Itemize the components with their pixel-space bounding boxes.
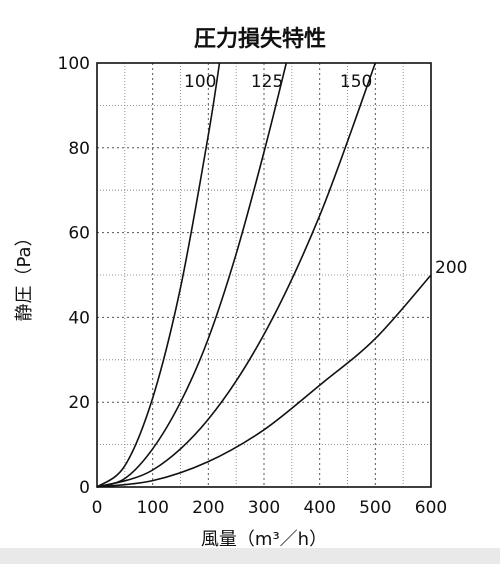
x-tick-label: 200 bbox=[192, 498, 224, 518]
x-tick-label: 300 bbox=[248, 498, 280, 518]
grid bbox=[97, 63, 431, 487]
x-tick-label: 100 bbox=[136, 498, 168, 518]
series-line-125 bbox=[96, 62, 288, 488]
x-tick-label: 500 bbox=[359, 498, 391, 518]
series-line-200 bbox=[96, 274, 432, 488]
series-label-200: 200 bbox=[435, 258, 467, 278]
x-axis-title: 風量（m³／h） bbox=[201, 529, 327, 550]
x-tick-label: 400 bbox=[303, 498, 335, 518]
y-tick-label: 60 bbox=[68, 224, 90, 244]
series-group bbox=[96, 62, 432, 488]
axes: 0 100 200 300 400 500 600 0 20 40 60 80 100 bbox=[58, 54, 448, 518]
chart-title: 圧力損失特性 bbox=[194, 26, 326, 52]
y-tick-label: 0 bbox=[79, 478, 90, 498]
series-label-125: 125 bbox=[251, 72, 283, 92]
y-tick-label: 20 bbox=[68, 393, 90, 413]
y-tick-label: 80 bbox=[68, 139, 90, 159]
series-label-100: 100 bbox=[184, 72, 216, 92]
series-line-150 bbox=[96, 62, 377, 488]
series-labels: 100 125 150 200 bbox=[184, 72, 467, 278]
y-tick-label: 100 bbox=[58, 54, 90, 74]
bottom-strip bbox=[0, 548, 500, 564]
y-axis-title: 静圧（Pa） bbox=[14, 228, 35, 321]
x-tick-label: 600 bbox=[415, 498, 447, 518]
x-tick-label: 0 bbox=[92, 498, 103, 518]
series-label-150: 150 bbox=[340, 72, 372, 92]
y-tick-label: 40 bbox=[68, 308, 90, 328]
series-line-100 bbox=[96, 62, 221, 488]
